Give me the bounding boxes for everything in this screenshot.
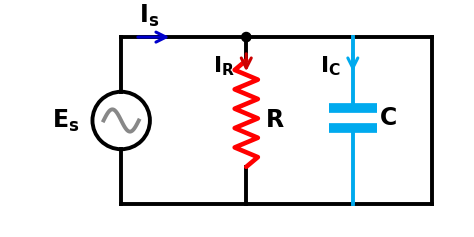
Text: $\mathbf{R}$: $\mathbf{R}$ [265,109,285,132]
Circle shape [242,32,251,42]
Text: $\mathbf{C}$: $\mathbf{C}$ [379,106,396,130]
Text: $\mathbf{I_C}$: $\mathbf{I_C}$ [320,54,341,78]
Text: $\mathbf{I_R}$: $\mathbf{I_R}$ [213,54,235,78]
Text: $\mathbf{E_s}$: $\mathbf{E_s}$ [52,107,79,134]
Text: $\mathbf{I_s}$: $\mathbf{I_s}$ [139,3,159,29]
